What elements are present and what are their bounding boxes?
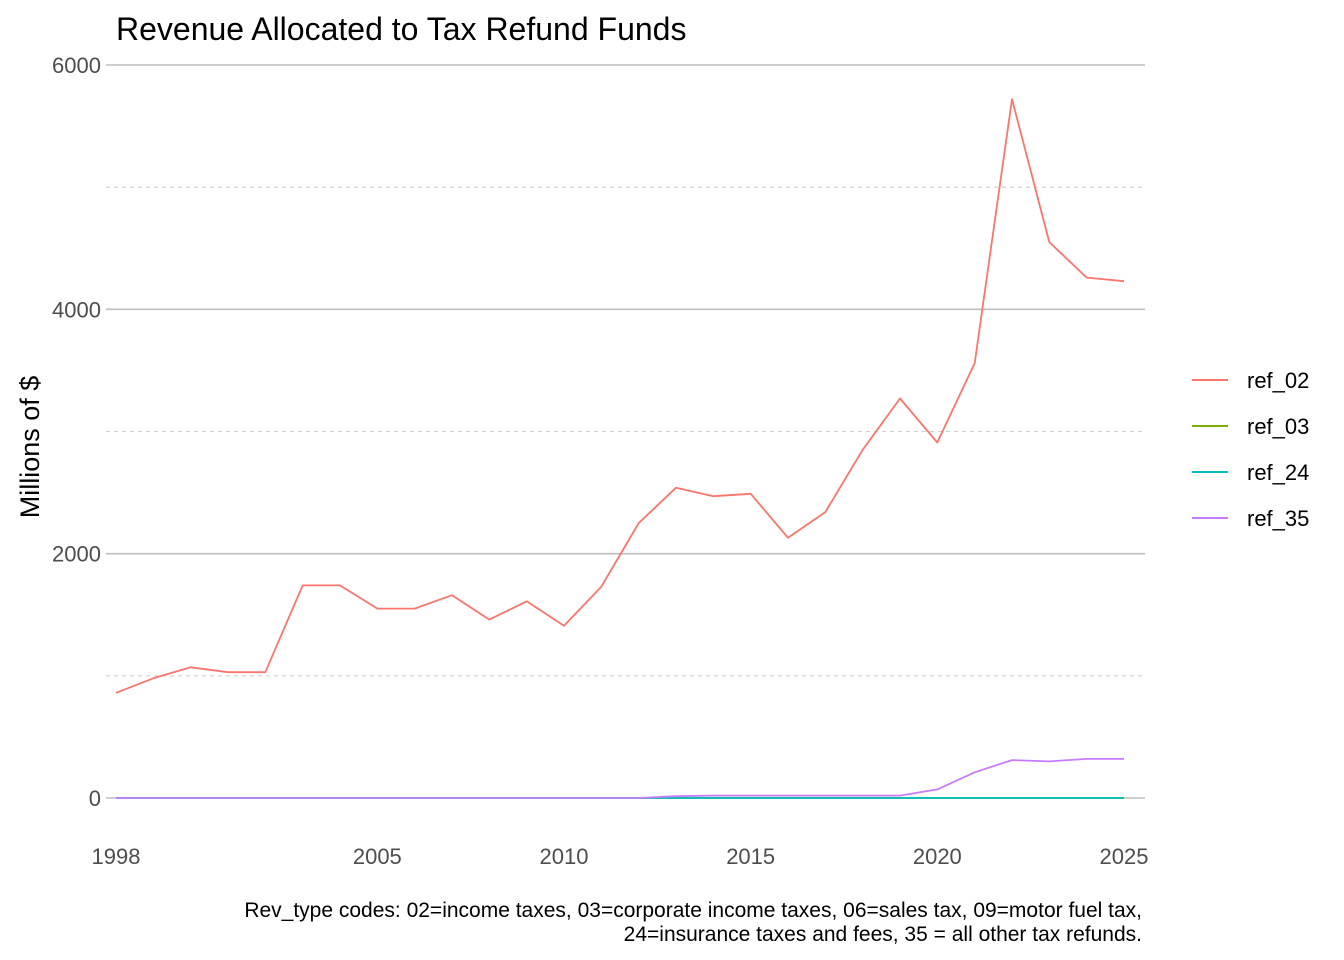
x-tick-label: 2025: [1100, 844, 1149, 869]
series-line-ref_02: [115, 98, 1125, 694]
x-axis-ticks: 1998 2005 2010 2015 2020 2025: [92, 844, 1149, 869]
x-tick-label: 1998: [92, 844, 141, 869]
legend-label-ref_24: ref_24: [1247, 460, 1309, 485]
caption-line-1: Rev_type codes: 02=income taxes, 03=corp…: [244, 899, 1142, 922]
x-tick-label: 2010: [540, 844, 589, 869]
legend-label-ref_35: ref_35: [1247, 506, 1309, 531]
series-line-ref_35: [116, 758, 1124, 799]
legend-label-ref_03: ref_03: [1247, 414, 1309, 439]
y-tick-label: 0: [89, 786, 101, 811]
x-tick-label: 2015: [726, 844, 775, 869]
caption-line-2: 24=insurance taxes and fees, 35 = all ot…: [624, 923, 1142, 946]
x-tick-label: 2020: [913, 844, 962, 869]
series-layer: [115, 98, 1125, 799]
legend-label-ref_02: ref_02: [1247, 368, 1309, 393]
x-tick-label: 2005: [353, 844, 402, 869]
y-tick-label: 6000: [52, 53, 101, 78]
y-tick-label: 2000: [52, 542, 101, 567]
legend: ref_02 ref_03 ref_24 ref_35: [1192, 368, 1309, 531]
chart-title: Revenue Allocated to Tax Refund Funds: [116, 11, 686, 47]
y-axis-ticks: 0 2000 4000 6000: [52, 53, 101, 811]
grid-layer: [106, 64, 1145, 799]
y-axis-label: Millions of $: [15, 376, 45, 519]
y-tick-label: 4000: [52, 297, 101, 322]
